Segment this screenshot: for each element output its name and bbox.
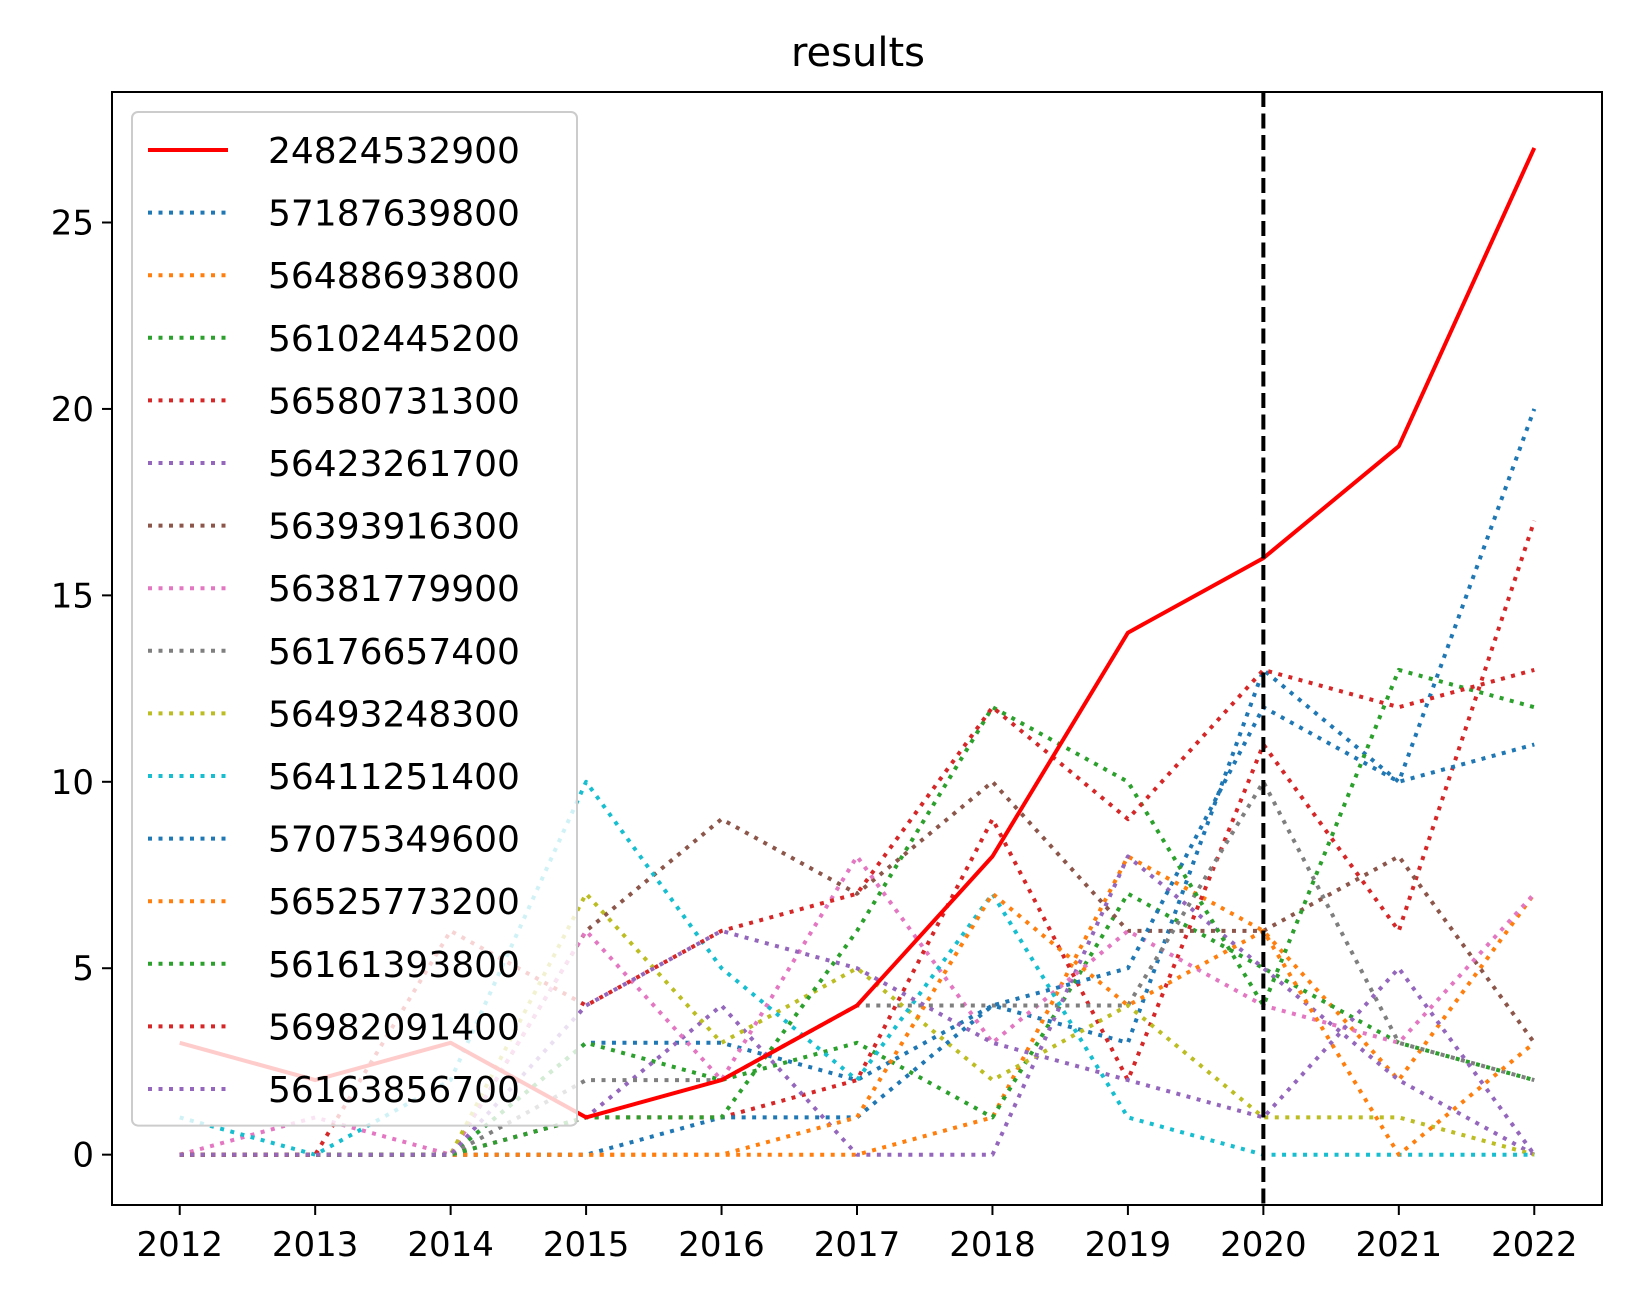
x-tick-label: 2020	[1220, 1225, 1307, 1265]
legend-entry-label: 56982091400	[268, 1007, 520, 1048]
x-tick-label: 2015	[543, 1225, 630, 1265]
x-tick-label: 2017	[814, 1225, 901, 1265]
x-tick-label: 2022	[1491, 1225, 1578, 1265]
legend-box	[131, 111, 578, 1127]
x-tick-label: 2013	[272, 1225, 359, 1265]
series-line-56393916300	[179, 779, 1536, 1157]
y-tick-label: 25	[51, 204, 94, 244]
x-tick-label: 2012	[136, 1225, 223, 1265]
legend-entry-label: 56176657400	[268, 632, 520, 673]
x-axis: 2012 2013 2014 2015 2016 2017 2018 2019 2020 2021…	[136, 1205, 1578, 1265]
y-axis: 0 5 10 15 20 25	[51, 204, 112, 1176]
series-line-56381779900	[179, 854, 1536, 1157]
series-line-57075349600	[179, 705, 1535, 1157]
x-tick-label: 2014	[407, 1225, 494, 1265]
series-line-57187639800	[179, 408, 1537, 1157]
legend-entry-label: 56411251400	[268, 757, 520, 798]
series-line-56488693800	[179, 854, 1536, 1157]
legend-entry-label: 56381779900	[268, 569, 520, 610]
x-tick-label: 2021	[1356, 1225, 1443, 1265]
legend-entry-label: 57187639800	[268, 194, 520, 235]
x-tick-label: 2019	[1085, 1225, 1172, 1265]
legend-entry-label: 56580731300	[268, 381, 520, 422]
series-line-56580731300	[179, 520, 1537, 1157]
legend-entry-label: 56161393800	[268, 945, 520, 986]
legend-entry-label: 56493248300	[268, 694, 520, 735]
y-tick-label: 5	[72, 949, 94, 989]
y-tick-label: 10	[51, 763, 94, 803]
legend-entry-label: 57075349600	[268, 820, 520, 861]
legend-entry-label: 56525773200	[268, 882, 520, 923]
legend: 24824532900 57187639800 56488693800 5610244…	[131, 111, 578, 1127]
legend-entry-label: 56488693800	[268, 256, 520, 297]
series-line-56493248300	[179, 891, 1535, 1157]
chart-title: results	[791, 30, 925, 76]
legend-entry-label: 24824532900	[268, 131, 520, 172]
series-line-56102445200	[179, 891, 1535, 1157]
y-tick-label: 20	[51, 390, 94, 430]
series-line-56423261700	[179, 854, 1536, 1157]
legend-entry-label: 56423261700	[268, 444, 520, 485]
y-tick-label: 15	[51, 576, 94, 616]
x-tick-label: 2018	[949, 1225, 1036, 1265]
plot-frame	[111, 91, 1603, 1206]
series-line-56161393800	[179, 667, 1535, 1157]
legend-entry-label: 56163856700	[268, 1070, 520, 1111]
legend-entry-label: 56393916300	[268, 507, 520, 548]
y-tick-label: 0	[72, 1136, 94, 1176]
legend-entry-label: 56102445200	[268, 319, 520, 360]
series-line-56163856700	[179, 928, 1536, 1157]
x-tick-label: 2016	[678, 1225, 765, 1265]
